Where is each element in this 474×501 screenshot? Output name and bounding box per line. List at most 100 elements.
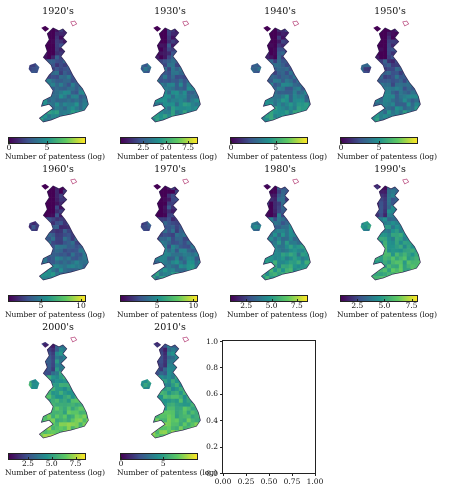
colorbar-label: Number of patentess (log) [226, 152, 328, 161]
x-tick-label: 0.00 [214, 477, 232, 486]
colorbar-tick-label: 0 [338, 143, 344, 152]
y-tick-label: 0.4 [206, 415, 218, 425]
y-tick-label: 1.0 [206, 336, 218, 346]
colorbar-tick-mark [271, 299, 273, 301]
uk-map [140, 178, 201, 281]
panel-title: 1980's [264, 164, 296, 175]
island-outline [182, 20, 190, 27]
y-tick-mark [220, 367, 223, 369]
x-tick-label: 0.75 [283, 477, 301, 486]
colorbar-label: Number of patentess (log) [336, 152, 438, 161]
colorbar [8, 295, 86, 302]
y-tick-label: 0.8 [206, 362, 218, 372]
colorbar-tick-label: 7.5 [69, 459, 82, 468]
colorbar-ticks: 2.5 5.0 7.5 [230, 299, 308, 311]
colorbar-tick-mark [121, 457, 122, 459]
colorbar-ticks: 2.5 5.0 7.5 [120, 141, 198, 153]
uk-map [360, 178, 421, 281]
map-panel: 1990's 2.5 5.0 7.5 Number of patentess (log) [337, 164, 440, 319]
panel-title: 2010's [154, 322, 186, 333]
coastline [150, 27, 201, 123]
colorbar-tick-mark [411, 299, 413, 301]
colorbar-tick-label: 5 [154, 301, 160, 310]
colorbar-tick-label: 2.5 [240, 301, 253, 310]
colorbar-label: Number of patentess (log) [116, 310, 218, 319]
colorbar-label: Number of patentess (log) [116, 152, 218, 161]
colorbar-tick-mark [275, 141, 277, 143]
island-outline [70, 20, 78, 27]
colorbar-tick-mark [75, 457, 77, 459]
colorbar-tick-label: 5 [38, 301, 44, 310]
colorbar-tick-mark [143, 141, 145, 143]
colorbar-ticks: 2.5 5.0 7.5 [340, 299, 418, 311]
y-tick-mark [220, 446, 223, 448]
panel-title: 1940's [264, 6, 296, 17]
x-tick-mark [246, 473, 247, 476]
coastline [370, 185, 421, 281]
colorbar-tick-label: 0 [228, 143, 234, 152]
island-outline [402, 178, 410, 185]
coastline [260, 27, 311, 123]
colorbar-tick-label: 5 [44, 143, 50, 152]
colorbar-tick-mark [341, 141, 342, 143]
y-tick-label: 0.2 [206, 442, 218, 452]
island-outline [70, 336, 78, 343]
colorbar [230, 137, 308, 144]
colorbar-tick-label: 7.5 [290, 301, 303, 310]
colorbar-tick-mark [157, 299, 159, 301]
y-tick-mark [220, 341, 223, 342]
island-outline [182, 178, 190, 185]
panel-title: 1950's [374, 6, 406, 17]
island-outline [292, 178, 300, 185]
colorbar-tick-label: 0 [118, 459, 124, 468]
colorbar-tick-mark [379, 141, 380, 143]
panel-title: 1920's [42, 6, 74, 17]
colorbar-label: Number of patentess (log) [116, 468, 218, 477]
map-panel: 1920's 0 5 Number of patentess (log) [5, 6, 108, 161]
panel-title: 1930's [154, 6, 186, 17]
x-tick-label: 1.00 [306, 477, 324, 486]
colorbar-tick-mark [81, 299, 82, 301]
colorbar-tick-mark [246, 299, 248, 301]
y-tick-mark [220, 473, 223, 474]
colorbar [120, 137, 198, 144]
panel-title: 1990's [374, 164, 406, 175]
map-panel: 2010's 0 5 Number of patentess (log) [117, 322, 220, 477]
map-panel: 1950's 0 5 Number of patentess (log) [337, 6, 440, 161]
x-tick-mark [292, 473, 293, 476]
x-tick-label: 0.50 [260, 477, 278, 486]
island-outline [182, 336, 190, 343]
island-outline [402, 20, 410, 27]
colorbar [120, 453, 198, 460]
colorbar-tick-label: 7.5 [182, 143, 195, 152]
x-tick-mark [223, 473, 224, 476]
colorbar-tick-mark [28, 457, 29, 459]
colorbar-tick-mark [384, 299, 386, 301]
colorbar-tick-label: 5 [376, 143, 382, 152]
y-tick-mark [220, 420, 223, 422]
colorbar-label: Number of patentess (log) [336, 310, 438, 319]
colorbar-tick-label: 5.0 [265, 301, 278, 310]
x-tick-label: 0.25 [237, 477, 255, 486]
x-tick-mark [315, 473, 316, 476]
uk-map [250, 20, 311, 123]
colorbar-tick-mark [51, 457, 53, 459]
colorbar-ticks: 5 10 [120, 299, 198, 311]
colorbar-tick-mark [188, 141, 190, 143]
colorbar-tick-mark [165, 141, 167, 143]
panel-title: 2000's [42, 322, 74, 333]
uk-map [250, 178, 311, 281]
colorbar-label: Number of patentess (log) [4, 152, 106, 161]
colorbar-tick-mark [41, 299, 42, 301]
coastline [370, 27, 421, 123]
colorbar-tick-label: 0 [6, 143, 12, 152]
coastline [38, 343, 89, 439]
map-panel: 1980's 2.5 5.0 7.5 Number of patentess (log) [227, 164, 330, 319]
panel-title: 1970's [154, 164, 186, 175]
map-panel: 1940's 0 5 Number of patentess (log) [227, 6, 330, 161]
colorbar [340, 137, 418, 144]
y-tick-label: 0.6 [206, 389, 218, 399]
colorbar [8, 137, 86, 144]
